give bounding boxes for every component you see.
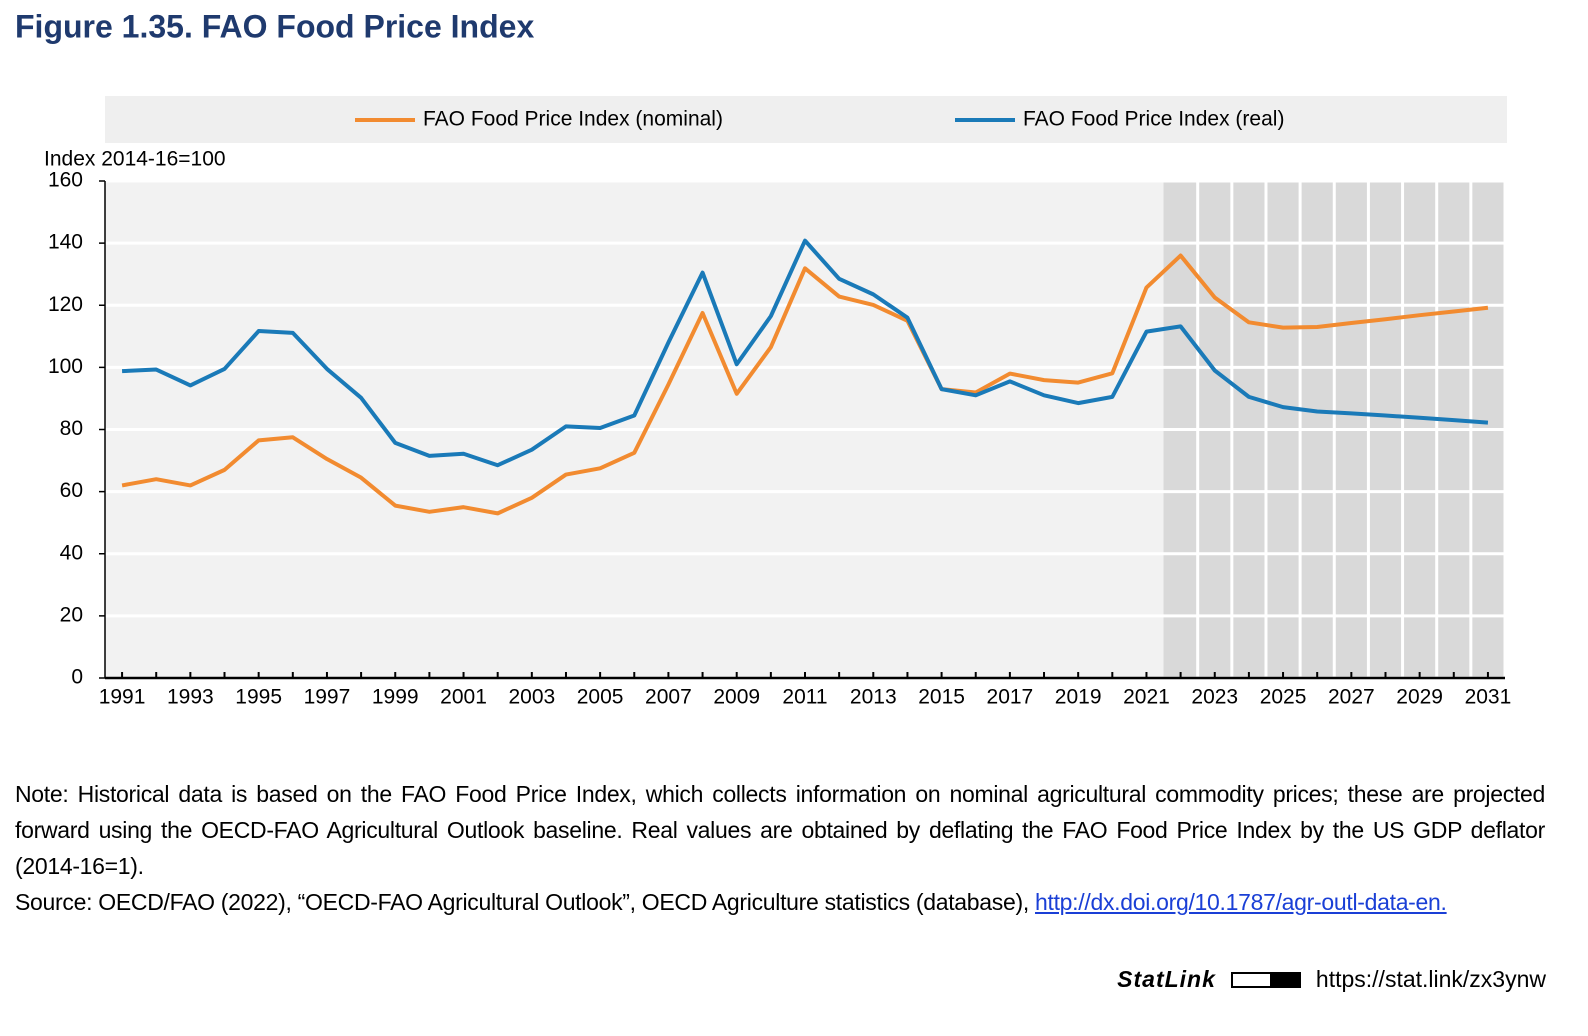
x-tick-label: 2003: [508, 686, 555, 709]
x-tick-label: 2023: [1191, 686, 1238, 709]
note: Note: Historical data is based on the FA…: [15, 781, 1545, 879]
y-axis-label: Index 2014-16=100: [44, 148, 226, 171]
x-tick-label: 2007: [645, 686, 692, 709]
statlink: StatLink https://stat.link/zx3ynw: [1117, 966, 1546, 993]
source-text: Source: OECD/FAO (2022), “OECD-FAO Agric…: [15, 889, 1029, 915]
x-tick-label: 2017: [987, 686, 1034, 709]
x-tick-label: 2021: [1123, 686, 1170, 709]
x-tick-label: 2013: [850, 686, 897, 709]
x-tick-label: 1999: [372, 686, 419, 709]
x-tick-label: 2031: [1465, 686, 1512, 709]
line-series: [121, 253, 1489, 516]
x-tick-label: 2019: [1055, 686, 1102, 709]
x-tick-label: 2029: [1396, 686, 1443, 709]
legend-label: FAO Food Price Index (real): [1023, 108, 1284, 131]
chart-title: Figure 1.35. FAO Food Price Index: [15, 8, 534, 44]
y-tick-label: 60: [60, 479, 83, 502]
x-tick-label: 2001: [440, 686, 487, 709]
x-tick-label: 1993: [167, 686, 214, 709]
statlink-brand: StatLink: [1117, 966, 1216, 992]
source: Source: OECD/FAO (2022), “OECD-FAO Agric…: [15, 884, 1545, 920]
x-tick-label: 2009: [713, 686, 760, 709]
x-tick-label: 1995: [235, 686, 282, 709]
x-tick-label: 2011: [782, 686, 827, 709]
y-tick-label: 0: [71, 666, 83, 689]
statlink-icon: [1230, 971, 1301, 988]
y-tick-label: 20: [60, 603, 83, 626]
line-series: [121, 238, 1489, 468]
legend-label: FAO Food Price Index (nominal): [423, 108, 723, 131]
x-tick-label: 1991: [99, 686, 146, 709]
chart: Figure 1.35. FAO Food Price Index Index …: [15, 8, 1512, 709]
x-tick-label: 2005: [577, 686, 624, 709]
x-tick-label: 2015: [918, 686, 965, 709]
y-tick-label: 160: [48, 169, 83, 192]
notes: Note: Historical data is based on the FA…: [15, 776, 1545, 920]
x-tick-label: 2025: [1260, 686, 1307, 709]
y-tick-label: 40: [60, 541, 83, 564]
legend-box: [105, 96, 1507, 143]
y-tick-label: 120: [48, 293, 83, 316]
y-tick-label: 100: [48, 355, 83, 378]
statlink-url: https://stat.link/zx3ynw: [1315, 966, 1546, 992]
y-tick-label: 140: [48, 231, 83, 254]
x-tick-label: 2027: [1328, 686, 1375, 709]
y-tick-label: 80: [60, 417, 83, 440]
source-link[interactable]: http://dx.doi.org/10.1787/agr-outl-data-…: [1035, 889, 1447, 915]
x-tick-label: 1997: [304, 686, 351, 709]
